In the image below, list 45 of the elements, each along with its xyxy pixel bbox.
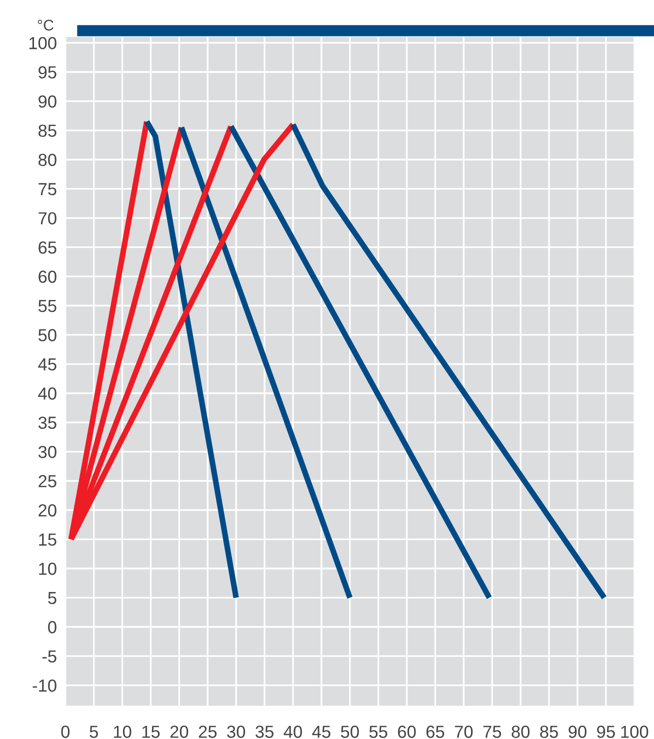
- x-tick-label: 75: [483, 726, 502, 738]
- y-tick-label: 95: [38, 66, 56, 78]
- x-tick-label: 65: [426, 726, 444, 738]
- y-tick-label: 65: [38, 241, 56, 254]
- y-tick-label: 5: [48, 592, 56, 604]
- x-tick-label: 60: [398, 726, 416, 738]
- x-tick-label: 35: [256, 726, 274, 738]
- x-tick-label: 20: [170, 726, 188, 738]
- y-tick-label: -5: [42, 650, 56, 663]
- x-tick-label: 5: [90, 726, 98, 738]
- y-tick-label: 55: [38, 300, 56, 312]
- y-tick-label: 75: [38, 183, 56, 196]
- y-tick-label: -10: [32, 679, 56, 692]
- y-tick-label: 25: [38, 475, 56, 488]
- y-tick-label: 20: [38, 504, 56, 517]
- x-tick-label: 50: [340, 726, 359, 738]
- y-tick-label: 85: [38, 124, 56, 137]
- x-tick-label: 45: [312, 726, 330, 738]
- x-tick-label: 95: [597, 726, 615, 738]
- y-tick-label: 45: [38, 358, 56, 371]
- y-tick-label: 90: [38, 95, 56, 108]
- x-tick-label: 55: [369, 726, 388, 738]
- y-tick-label: 0: [48, 621, 56, 634]
- y-tick-label: 60: [38, 270, 56, 283]
- y-tick-label: 50: [38, 329, 56, 342]
- y-tick-label: 10: [39, 562, 56, 575]
- y-tick-label: 30: [38, 446, 56, 458]
- x-tick-label: 40: [284, 726, 302, 738]
- y-tick-label: 40: [38, 387, 56, 400]
- x-tick-label: 10: [114, 726, 132, 738]
- y-tick-label: 15: [39, 534, 56, 546]
- y-tick-label: 70: [38, 212, 56, 224]
- x-tick-label: 0: [61, 726, 70, 738]
- x-tick-label: 90: [568, 726, 586, 738]
- x-tick-label: 30: [227, 726, 246, 738]
- y-axis-title: °C: [38, 20, 54, 31]
- y-tick-label: 80: [38, 154, 56, 166]
- x-tick-label: 85: [540, 726, 558, 738]
- x-tick-label: 15: [142, 726, 160, 738]
- y-tick-label: 100: [29, 36, 56, 50]
- x-tick-label: 25: [198, 726, 217, 738]
- x-tick-label: 70: [454, 726, 473, 738]
- x-tick-label: 100: [621, 726, 648, 738]
- y-tick-label: 35: [38, 416, 56, 429]
- x-tick-label: 80: [512, 726, 530, 738]
